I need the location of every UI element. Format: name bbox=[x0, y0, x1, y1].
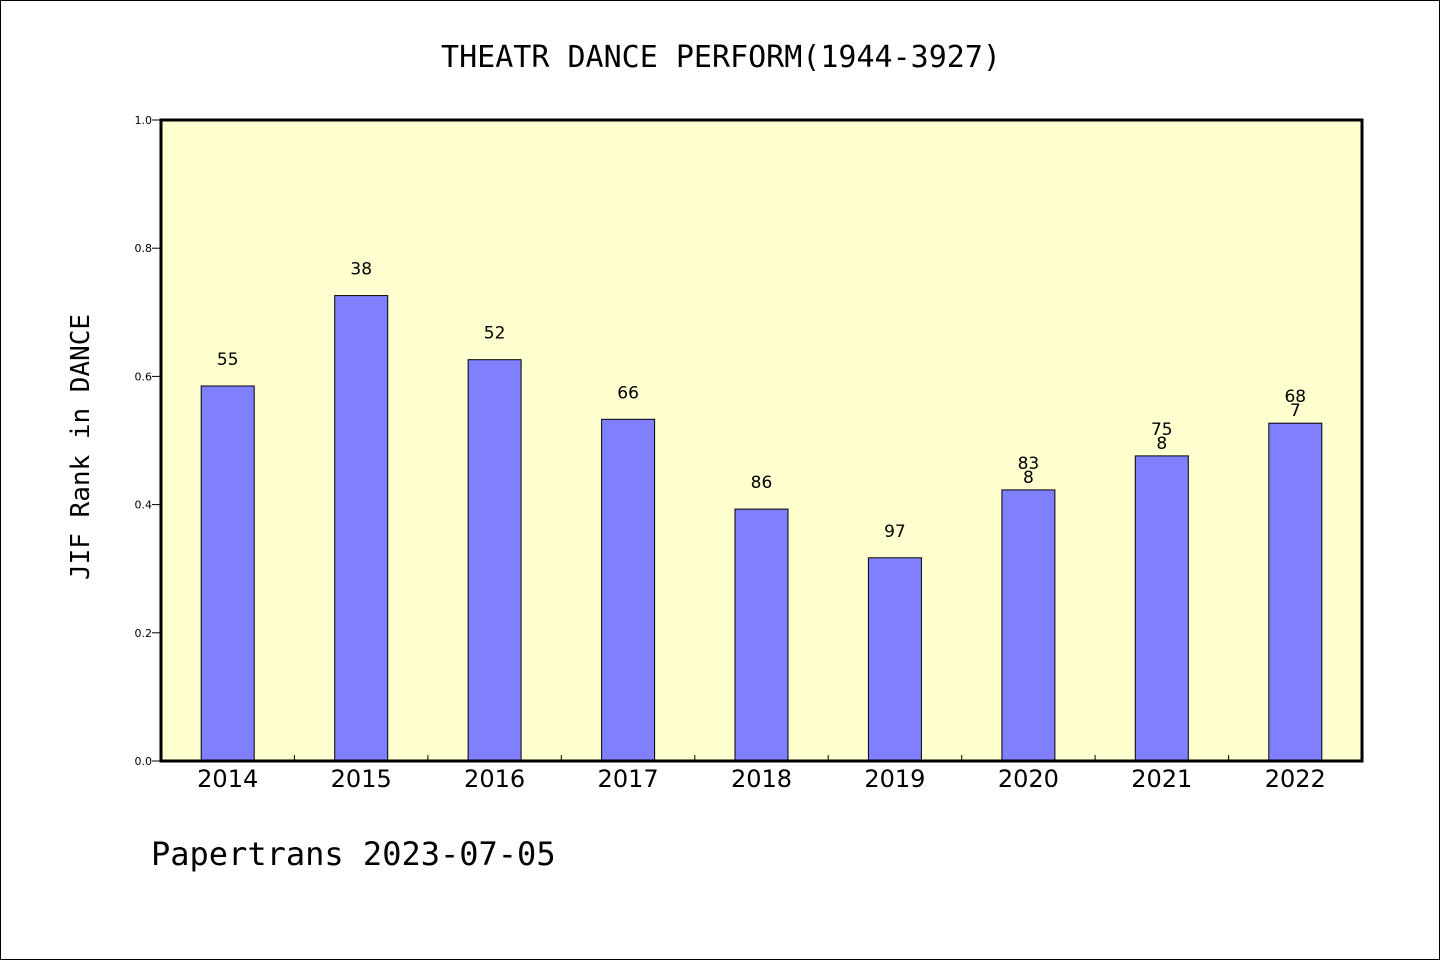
data-label-2020: 83 bbox=[1018, 454, 1040, 474]
x-tick-label-2015: 2015 bbox=[331, 765, 392, 793]
data-label-2022-line2: 7 bbox=[1290, 401, 1301, 421]
bar-2018 bbox=[734, 508, 789, 762]
y-tick-label-1.0: 1.0 bbox=[135, 114, 153, 127]
x-tick-label-2020: 2020 bbox=[998, 765, 1059, 793]
x-tick-label-2017: 2017 bbox=[598, 765, 659, 793]
bars-layer bbox=[200, 295, 1323, 762]
y-tick-label-0.4: 0.4 bbox=[135, 499, 153, 512]
x-axis: 2014 2015 2016 2017 2018 2019 2020 2021 2022 bbox=[197, 755, 1326, 793]
y-tick-label-0.2: 0.2 bbox=[135, 627, 153, 640]
bar-2021 bbox=[1134, 455, 1189, 762]
y-tick-label-0.6: 0.6 bbox=[135, 370, 153, 383]
bar-2019 bbox=[867, 557, 922, 762]
y-axis-label: JIF Rank in DANCE bbox=[66, 314, 96, 580]
y-tick-label-0.0: 0.0 bbox=[135, 755, 153, 768]
footer-text: Papertrans 2023-07-05 bbox=[151, 835, 556, 873]
bar-2022 bbox=[1268, 422, 1323, 762]
x-tick-label-2021: 2021 bbox=[1131, 765, 1192, 793]
bar-2016 bbox=[467, 359, 522, 762]
data-label-2020-line2: 8 bbox=[1023, 468, 1034, 488]
bar-2017 bbox=[601, 418, 656, 762]
y-tick-label-0.8: 0.8 bbox=[135, 242, 153, 255]
bar-2014 bbox=[200, 385, 255, 762]
x-tick-label-2019: 2019 bbox=[864, 765, 925, 793]
data-label-2014: 55 bbox=[217, 350, 239, 370]
bar-2020 bbox=[1001, 489, 1056, 762]
x-tick-label-2016: 2016 bbox=[464, 765, 525, 793]
data-label-2021: 75 bbox=[1151, 420, 1173, 440]
y-axis: 0.0 0.2 0.4 0.6 0.8 1.0 bbox=[135, 114, 161, 768]
data-label-2018: 86 bbox=[751, 473, 773, 493]
data-label-2016: 52 bbox=[484, 324, 506, 344]
chart-title: THEATR DANCE PERFORM(1944-3927) bbox=[441, 40, 1001, 75]
data-label-2019: 97 bbox=[884, 522, 906, 542]
data-label-2017: 66 bbox=[617, 383, 639, 403]
data-label-2022: 68 bbox=[1284, 387, 1306, 407]
x-tick-label-2014: 2014 bbox=[197, 765, 258, 793]
bar-2015 bbox=[334, 295, 389, 762]
data-label-2021-line2: 8 bbox=[1156, 434, 1167, 454]
x-tick-label-2022: 2022 bbox=[1265, 765, 1326, 793]
plot-frame bbox=[159, 118, 1364, 763]
x-tick-label-2018: 2018 bbox=[731, 765, 792, 793]
data-label-2015: 38 bbox=[350, 260, 372, 280]
